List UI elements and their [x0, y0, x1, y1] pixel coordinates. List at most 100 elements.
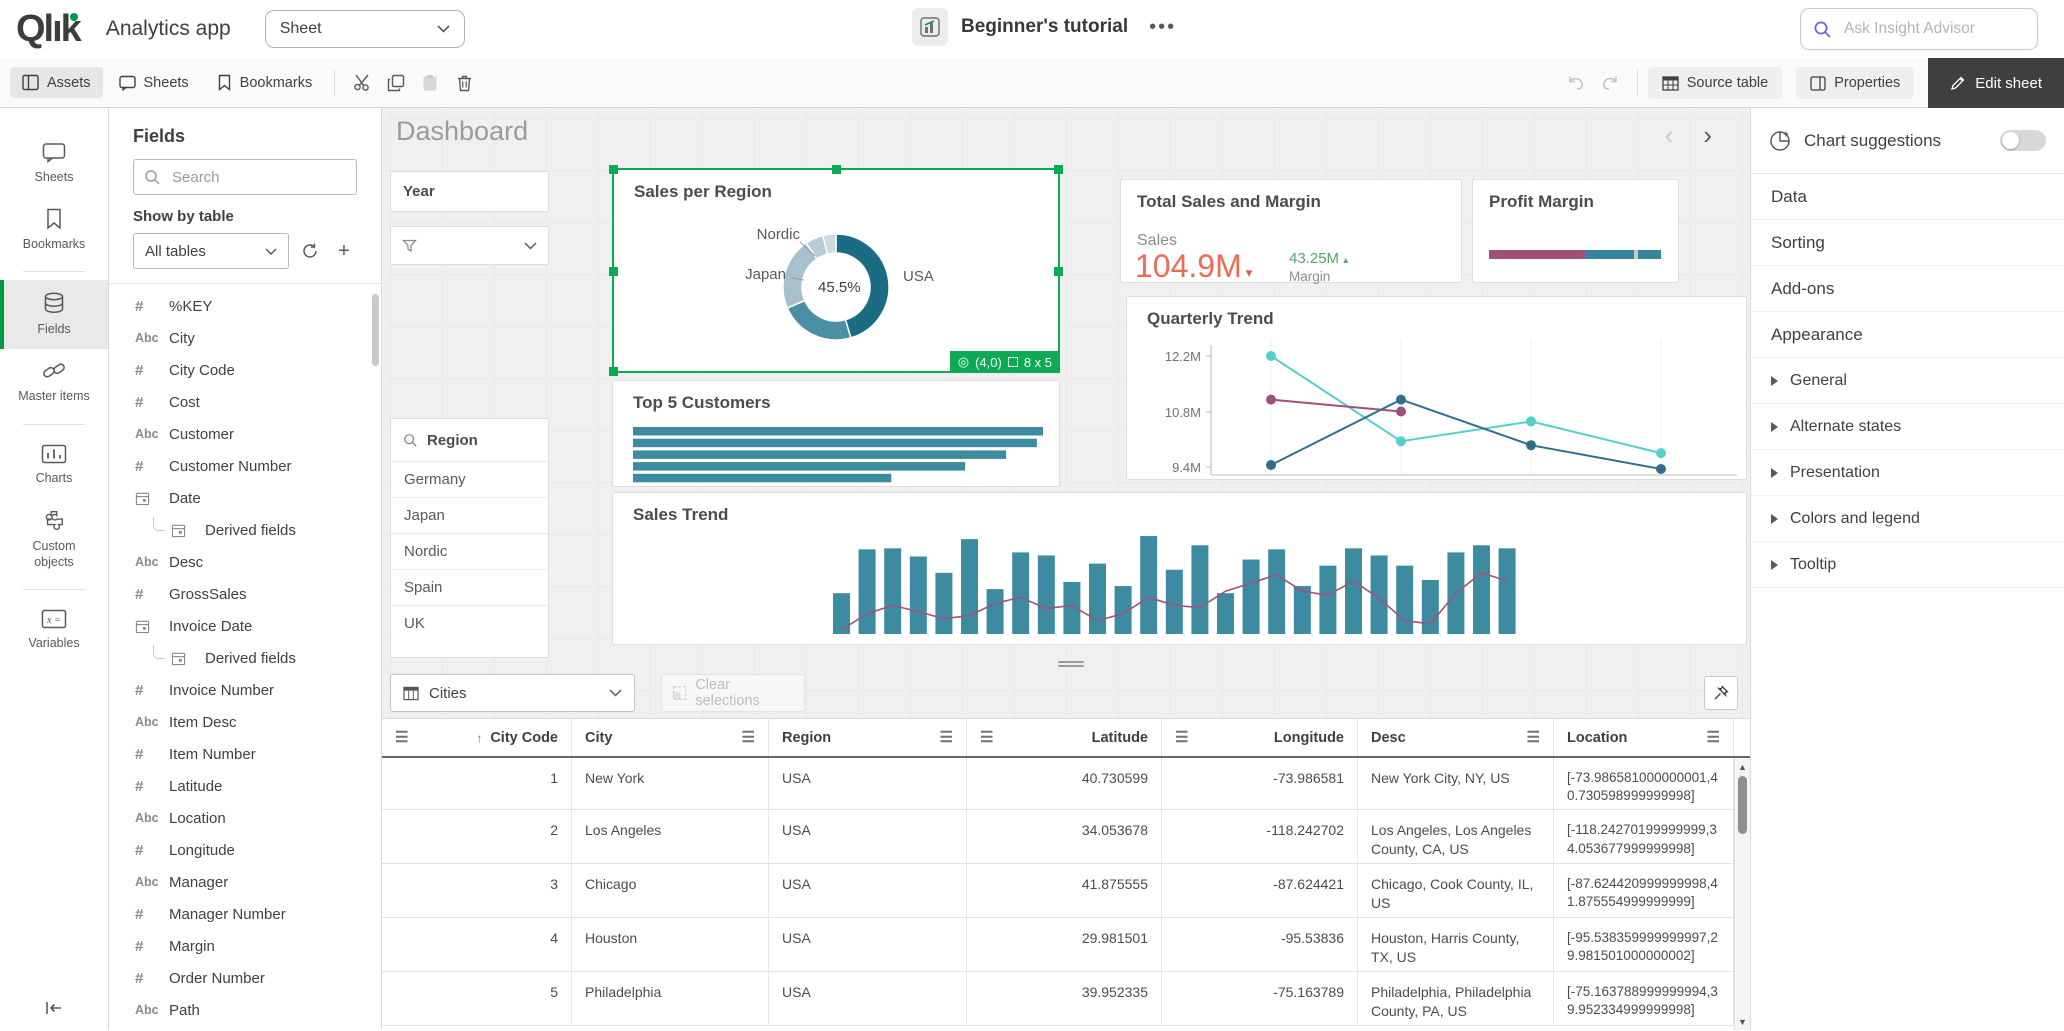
- column-menu-icon[interactable]: ☰: [395, 729, 409, 746]
- props-section-sorting[interactable]: Sorting: [1751, 220, 2064, 266]
- field-item[interactable]: # Customer Number: [109, 450, 381, 482]
- table-cell[interactable]: [-87.624420999999998,41.875554999999999]: [1554, 864, 1734, 917]
- field-item[interactable]: # Item Number: [109, 738, 381, 770]
- table-cell[interactable]: Chicago: [572, 864, 769, 917]
- redo-button[interactable]: [1593, 66, 1627, 100]
- horizontal-bar-chart[interactable]: [613, 381, 1059, 486]
- props-section-data[interactable]: Data: [1751, 174, 2064, 220]
- table-cell[interactable]: 4: [382, 918, 572, 971]
- trend-bar[interactable]: [1217, 593, 1234, 634]
- column-header-region[interactable]: Region ☰: [769, 719, 967, 756]
- table-cell[interactable]: Los Angeles: [572, 810, 769, 864]
- field-item[interactable]: # Latitude: [109, 770, 381, 802]
- table-row[interactable]: 4 Houston USA 29.981501 -95.53836 Houston, Ha…: [382, 918, 1750, 972]
- trend-bar[interactable]: [935, 572, 953, 634]
- column-header-desc[interactable]: Desc ☰: [1358, 719, 1554, 756]
- rail-item-master-items[interactable]: Master items: [0, 349, 108, 416]
- table-cell[interactable]: 2: [382, 810, 572, 864]
- rail-item-sheets[interactable]: Sheets: [0, 130, 108, 197]
- section-resize-handle[interactable]: [1058, 661, 1084, 669]
- column-menu-icon[interactable]: ☰: [741, 729, 755, 746]
- trend-bar[interactable]: [1345, 548, 1362, 634]
- cities-table-dropdown[interactable]: Cities: [390, 674, 635, 712]
- line-chart[interactable]: 12.2M 10.8M 9.4M: [1127, 297, 1746, 479]
- table-cell[interactable]: [-73.986581000000001,40.730598999999998]: [1554, 758, 1734, 810]
- table-scrollbar[interactable]: ▲ ▼: [1734, 758, 1750, 1030]
- table-cell[interactable]: Los Angeles, Los Angeles County, CA, US: [1358, 810, 1554, 864]
- trend-bar[interactable]: [858, 549, 876, 634]
- table-row[interactable]: 3 Chicago USA 41.875555 -87.624421 Chicago, C…: [382, 864, 1750, 918]
- data-point[interactable]: [1266, 394, 1276, 405]
- table-cell[interactable]: 3: [382, 864, 572, 917]
- field-item[interactable]: # GrossSales: [109, 578, 381, 610]
- props-subsection-presentation[interactable]: Presentation: [1751, 450, 2064, 496]
- field-item[interactable]: # Cost: [109, 386, 381, 418]
- field-item[interactable]: # Order Number: [109, 962, 381, 994]
- total-sales-margin-kpi[interactable]: Total Sales and Margin Sales 104.9M ▾ 43…: [1120, 179, 1462, 284]
- field-item[interactable]: # Longitude: [109, 834, 381, 866]
- trend-bar[interactable]: [1089, 563, 1106, 634]
- copy-button[interactable]: [379, 66, 413, 100]
- field-item[interactable]: # City Code: [109, 354, 381, 386]
- delete-button[interactable]: [447, 66, 481, 100]
- rail-item-bookmarks[interactable]: Bookmarks: [0, 197, 108, 264]
- properties-button[interactable]: Properties: [1796, 67, 1915, 99]
- pin-button[interactable]: [1704, 676, 1738, 710]
- region-value-item[interactable]: UK: [391, 605, 548, 641]
- bullet-bar[interactable]: [1489, 250, 1664, 259]
- trend-bar[interactable]: [833, 593, 850, 634]
- data-point[interactable]: [1656, 448, 1666, 459]
- table-cell[interactable]: [-75.163788999999994,39.952334999999998]: [1554, 971, 1734, 1025]
- trend-bar[interactable]: [1012, 552, 1030, 634]
- data-point[interactable]: [1396, 394, 1406, 405]
- trend-bar[interactable]: [1421, 579, 1439, 634]
- region-filter-listbox[interactable]: Region Germany Japan Nordic Spain UK: [390, 418, 549, 658]
- trend-bar[interactable]: [1268, 549, 1286, 634]
- region-value-item[interactable]: Japan: [391, 497, 548, 533]
- qlik-logo[interactable]: Qlık: [16, 10, 82, 48]
- trend-bar[interactable]: [1319, 565, 1337, 634]
- rail-item-fields[interactable]: Fields: [0, 280, 108, 349]
- trend-line-series-cyan[interactable]: [1270, 355, 1662, 455]
- scrollbar-thumb[interactable]: [1738, 776, 1747, 834]
- data-point[interactable]: [1526, 416, 1536, 427]
- field-item[interactable]: Abc Location: [109, 802, 381, 834]
- app-thumbnail-icon[interactable]: [912, 8, 948, 46]
- donut-chart[interactable]: [614, 170, 1058, 371]
- field-item[interactable]: Abc Customer: [109, 418, 381, 450]
- sheet-selector-dropdown[interactable]: Sheet: [264, 10, 465, 48]
- assets-button[interactable]: Assets: [10, 67, 103, 98]
- resize-handle-ne[interactable]: [1054, 165, 1063, 174]
- customer-bar[interactable]: [633, 427, 1043, 436]
- field-item[interactable]: Abc Manager: [109, 866, 381, 898]
- more-menu-icon[interactable]: •••: [1149, 15, 1177, 38]
- source-table-button[interactable]: Source table: [1647, 67, 1783, 99]
- data-point[interactable]: [1396, 436, 1406, 447]
- region-value-item[interactable]: Nordic: [391, 533, 548, 569]
- trend-bar[interactable]: [986, 589, 1004, 634]
- table-cell[interactable]: -87.624421: [1162, 864, 1358, 917]
- column-header-city[interactable]: City ☰: [572, 719, 769, 756]
- rail-item-variables[interactable]: x = Variables: [0, 598, 108, 663]
- customer-bar[interactable]: [633, 438, 1037, 448]
- column-header-city-code[interactable]: ☰ ↑ City Code: [382, 719, 572, 756]
- sheets-button[interactable]: Sheets: [107, 67, 201, 98]
- fields-search-box[interactable]: [133, 159, 357, 195]
- donut-slice[interactable]: [786, 299, 852, 341]
- combo-chart[interactable]: [613, 493, 1746, 644]
- table-cell[interactable]: New York: [572, 758, 769, 810]
- add-table-button[interactable]: +: [338, 239, 350, 262]
- table-cell[interactable]: Houston: [572, 918, 769, 971]
- insight-advisor-search[interactable]: [1800, 8, 2038, 50]
- prev-sheet-arrow[interactable]: ‹: [1664, 120, 1674, 150]
- paste-button[interactable]: [413, 66, 447, 100]
- props-subsection-alternate-states[interactable]: Alternate states: [1751, 404, 2064, 450]
- table-cell[interactable]: USA: [769, 971, 967, 1025]
- table-cell[interactable]: 41.875555: [967, 864, 1162, 917]
- column-menu-icon[interactable]: ☰: [939, 729, 953, 746]
- table-cell[interactable]: 40.730599: [967, 758, 1162, 810]
- props-subsection-tooltip[interactable]: Tooltip: [1751, 542, 2064, 588]
- trend-bar[interactable]: [1498, 548, 1516, 634]
- data-point[interactable]: [1656, 463, 1666, 474]
- undo-button[interactable]: [1559, 66, 1593, 100]
